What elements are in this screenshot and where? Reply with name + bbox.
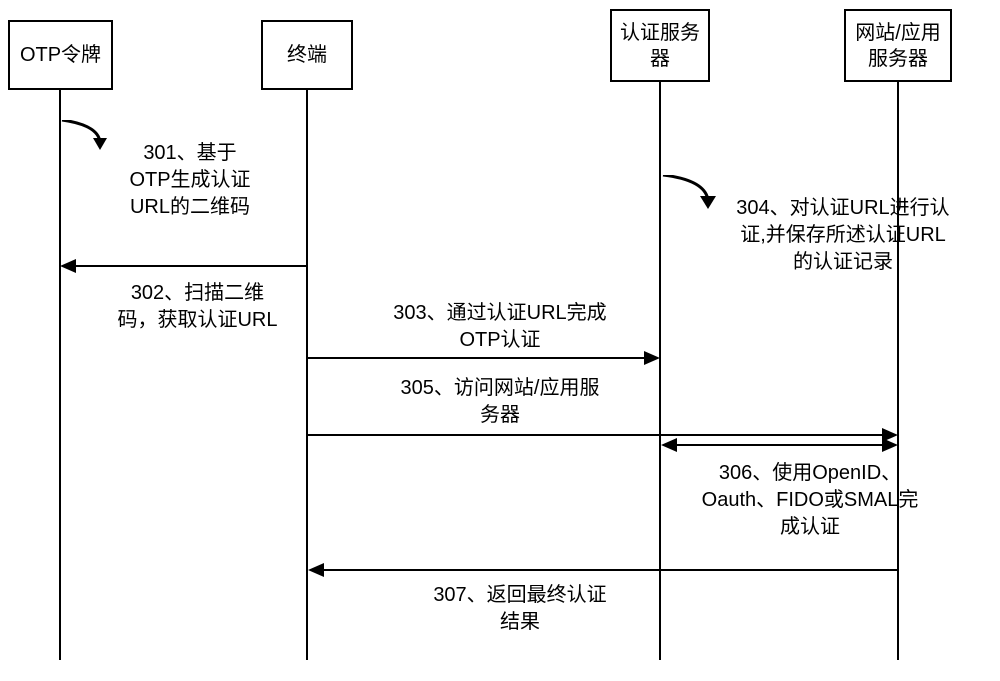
arrow-303 — [307, 357, 646, 359]
arrowhead-306-left — [661, 438, 677, 452]
participant-app: 网站/应用服务器 — [844, 9, 952, 82]
label-306: 306、使用OpenID、 Oauth、FIDO或SMAL完 成认证 — [680, 460, 940, 541]
arrowhead-306-right — [882, 438, 898, 452]
arrow-306 — [675, 444, 885, 446]
arrowhead-307 — [308, 563, 324, 577]
arrowhead-302 — [60, 259, 76, 273]
participant-terminal-label: 终端 — [287, 42, 327, 68]
arrow-302 — [74, 265, 308, 267]
label-301: 301、基于 OTP生成认证 URL的二维码 — [110, 140, 270, 221]
label-305: 305、访问网站/应用服 务器 — [370, 375, 630, 429]
participant-app-label: 网站/应用服务器 — [850, 20, 946, 72]
label-303: 303、通过认证URL完成 OTP认证 — [370, 300, 630, 354]
arrow-307 — [322, 569, 899, 571]
participant-terminal: 终端 — [261, 20, 353, 90]
label-307: 307、返回最终认证 结果 — [400, 582, 640, 636]
participant-otp-label: OTP令牌 — [20, 42, 101, 68]
participant-auth: 认证服务器 — [610, 9, 710, 82]
participant-otp: OTP令牌 — [8, 20, 113, 90]
arrowhead-303 — [644, 351, 660, 365]
label-304: 304、对认证URL进行认 证,并保存所述认证URL 的认证记录 — [718, 195, 968, 276]
label-302: 302、扫描二维 码，获取认证URL — [95, 280, 300, 334]
arrow-305 — [307, 434, 884, 436]
participant-auth-label: 认证服务器 — [616, 20, 704, 72]
lifeline-app — [897, 82, 899, 660]
lifeline-auth — [659, 82, 661, 660]
sequence-diagram: OTP令牌 终端 认证服务器 网站/应用服务器 301、基于 OTP生成认证 U… — [0, 0, 1000, 681]
lifeline-otp — [59, 90, 61, 660]
